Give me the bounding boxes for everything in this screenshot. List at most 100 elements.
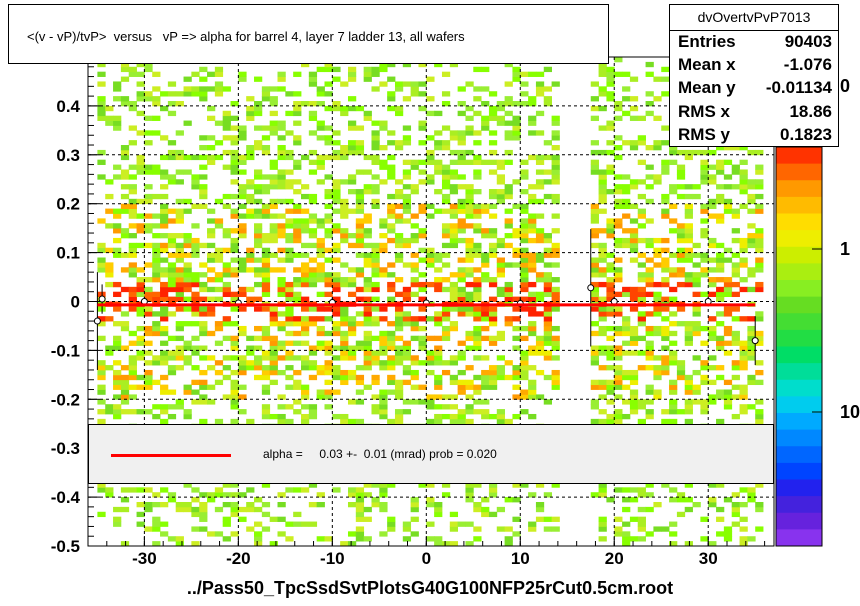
heatmap-cell	[606, 223, 615, 229]
heatmap-cell	[371, 242, 380, 249]
heatmap-cell	[136, 521, 145, 527]
heatmap-cell	[246, 487, 255, 493]
heatmap-cell	[512, 413, 521, 420]
heatmap-cell	[371, 198, 380, 205]
heatmap-cell	[277, 86, 286, 92]
heatmap-cell	[622, 71, 631, 77]
palette-border	[775, 146, 823, 547]
heatmap-cell	[175, 208, 184, 214]
heatmap-cell	[230, 340, 239, 346]
heatmap-cell	[308, 374, 318, 381]
heatmap-cell	[449, 189, 459, 195]
heatmap-cell	[747, 272, 756, 278]
heatmap-cell	[230, 140, 239, 146]
heatmap-cell	[387, 272, 396, 278]
heatmap-cell	[755, 242, 764, 249]
heatmap-cell	[622, 497, 631, 503]
heatmap-cell	[410, 325, 419, 332]
heatmap-cell	[692, 281, 701, 288]
heatmap-cell	[543, 291, 552, 298]
heatmap-cell	[105, 115, 114, 121]
heatmap-cell	[136, 286, 145, 293]
heatmap-cell	[277, 169, 286, 175]
heatmap-cell	[347, 76, 357, 82]
heatmap-cell	[645, 281, 654, 288]
heatmap-cell	[363, 384, 372, 390]
heatmap-cell	[324, 174, 333, 180]
heatmap-cell	[207, 71, 216, 77]
heatmap-cell	[465, 281, 474, 288]
heatmap-cell	[645, 330, 654, 337]
heatmap-cell	[379, 350, 388, 356]
heatmap-cell	[700, 409, 709, 415]
heatmap-cell	[347, 149, 357, 156]
heatmap-cell	[645, 291, 654, 298]
heatmap-cell	[614, 418, 623, 425]
heatmap-cell	[653, 330, 662, 337]
heatmap-cell	[551, 242, 560, 249]
heatmap-cell	[645, 218, 654, 224]
heatmap-cell	[332, 242, 341, 249]
heatmap-cell	[167, 242, 177, 249]
heatmap-cell	[496, 355, 506, 361]
heatmap-cell	[324, 105, 333, 112]
x-axis-label: ../Pass50_TpcSsdSvtPlotsG40G100NFP25rCut…	[186, 578, 674, 598]
heatmap-cell	[199, 286, 208, 293]
heatmap-cell	[120, 389, 130, 395]
heatmap-cell	[160, 409, 169, 415]
heatmap-cell	[457, 203, 466, 209]
heatmap-cell	[410, 159, 419, 165]
heatmap-cell	[379, 413, 388, 420]
heatmap-cell	[394, 140, 404, 146]
heatmap-cell	[645, 409, 654, 415]
heatmap-cell	[426, 536, 435, 542]
heatmap-cell	[183, 169, 192, 175]
heatmap-cell	[113, 394, 122, 400]
heatmap-cell	[543, 306, 552, 312]
heatmap-cell	[606, 306, 615, 312]
heatmap-cell	[105, 316, 114, 322]
stats-key: Entries	[678, 32, 736, 51]
heatmap-cell	[97, 115, 106, 121]
heatmap-cell	[504, 291, 513, 298]
heatmap-cell	[199, 394, 208, 400]
heatmap-cell	[230, 179, 239, 185]
heatmap-cell	[418, 281, 427, 288]
heatmap-cell	[105, 105, 114, 112]
heatmap-cell	[614, 379, 623, 386]
heatmap-cell	[426, 96, 435, 102]
heatmap-cell	[160, 291, 169, 298]
heatmap-cell	[402, 125, 412, 131]
heatmap-cell	[222, 365, 231, 371]
heatmap-cell	[379, 66, 388, 73]
heatmap-cell	[332, 257, 341, 263]
heatmap-cell	[355, 105, 365, 112]
heatmap-cell	[136, 281, 145, 288]
heatmap-cell	[340, 340, 349, 346]
heatmap-cell	[598, 257, 607, 263]
heatmap-cell	[755, 482, 764, 488]
heatmap-cell	[261, 409, 271, 415]
heatmap-cell	[512, 516, 521, 522]
heatmap-cell	[684, 252, 693, 258]
heatmap-cell	[731, 374, 740, 381]
heatmap-cell	[747, 487, 756, 493]
heatmap-cell	[97, 267, 106, 273]
heatmap-cell	[410, 384, 419, 390]
heatmap-cell	[97, 149, 106, 156]
heatmap-cell	[504, 374, 513, 381]
heatmap-cell	[199, 379, 208, 386]
heatmap-cell	[755, 193, 764, 200]
heatmap-cell	[136, 501, 145, 508]
heatmap-cell	[488, 384, 498, 390]
heatmap-cell	[528, 218, 537, 224]
heatmap-cell	[661, 267, 670, 273]
heatmap-cell	[379, 316, 388, 322]
heatmap-cell	[441, 184, 451, 190]
heatmap-cell	[363, 169, 372, 175]
heatmap-cell	[269, 174, 278, 180]
heatmap-cell	[347, 174, 357, 180]
heatmap-cell	[308, 76, 318, 82]
heatmap-cell	[332, 345, 341, 351]
heatmap-cell	[191, 311, 200, 317]
